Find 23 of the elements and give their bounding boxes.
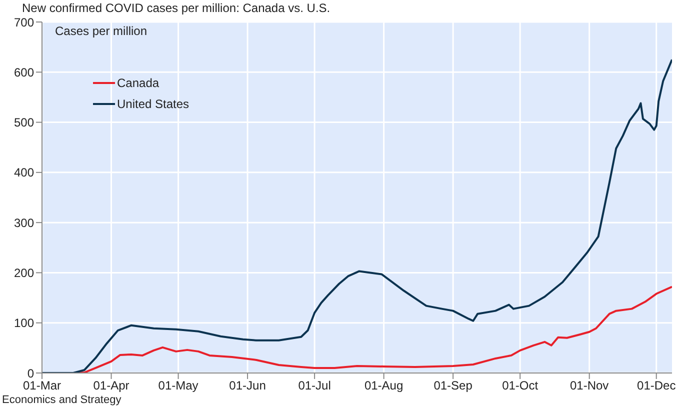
- x-tick-label: 01-May: [158, 378, 198, 393]
- x-tick-label: 01-Mar: [22, 378, 62, 393]
- x-tick-label: 01-Dec: [637, 378, 676, 393]
- y-tick-label: 400: [14, 166, 34, 180]
- y-tick-label: 500: [14, 116, 34, 130]
- x-tick-label: 01-Sep: [434, 378, 473, 393]
- y-tick-label: 100: [14, 316, 34, 330]
- y-tick-label: 600: [14, 65, 34, 80]
- y-tick-label: 300: [14, 216, 34, 230]
- text: Economics and Strategy: [2, 394, 122, 406]
- y-tick-label: 200: [14, 266, 34, 280]
- y-tick-label: 0: [27, 366, 34, 380]
- y-tick-label: 700: [14, 15, 34, 30]
- x-tick-label: 01-Jun: [229, 378, 266, 393]
- x-tick-label: 01-Aug: [364, 378, 404, 393]
- x-tick-label: 01-Nov: [570, 378, 609, 393]
- legend-label: Canada: [117, 76, 160, 90]
- x-tick-label: 01-Oct: [502, 378, 539, 393]
- legend-label: United States: [117, 96, 190, 110]
- x-tick-label: 01-Jul: [298, 378, 331, 393]
- y-axis-title: Cases per million: [55, 24, 148, 38]
- chart-title: New confirmed COVID cases per million: Canada vs. U.S.: [22, 1, 330, 15]
- x-tick-label: 01-Apr: [93, 378, 130, 393]
